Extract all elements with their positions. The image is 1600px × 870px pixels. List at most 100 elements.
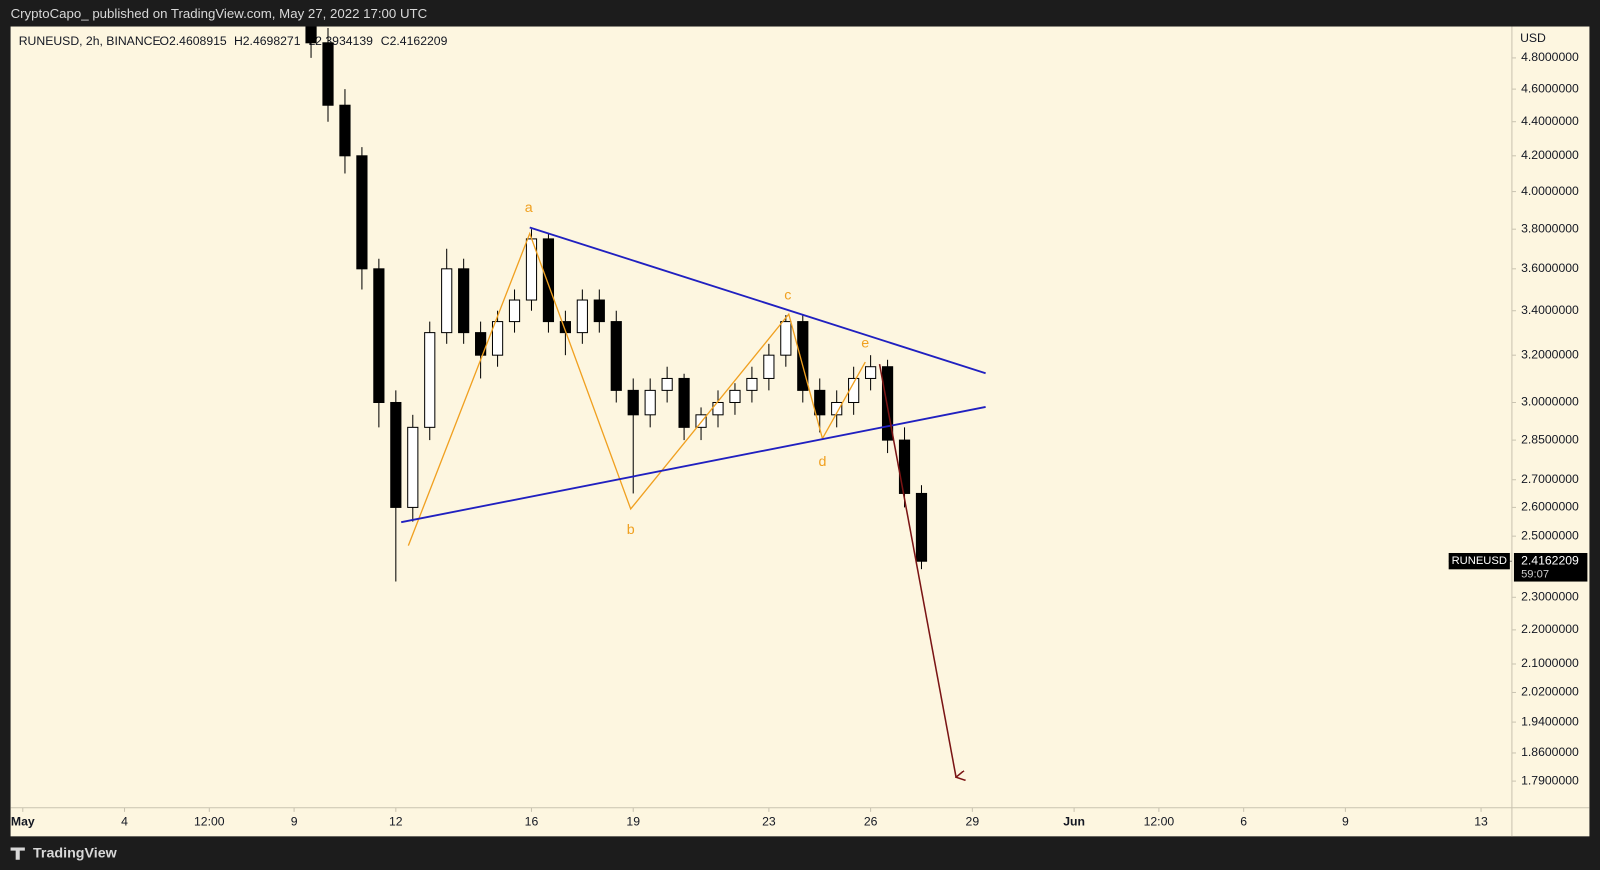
candle-body <box>458 268 470 334</box>
candle-body <box>542 238 555 323</box>
y-tick-label: 2.6000000 <box>1521 500 1579 514</box>
y-tick-label: 4.4000000 <box>1521 114 1579 128</box>
x-tick-label: 26 <box>864 814 878 828</box>
candle-body <box>339 104 351 157</box>
candle-body <box>678 377 690 428</box>
y-tick-label: 1.8600000 <box>1521 745 1579 759</box>
ohlc-low: L2.3934139 <box>308 34 373 48</box>
wave-label: b <box>627 522 635 538</box>
y-tick-label: 4.2000000 <box>1521 148 1579 162</box>
y-axis-label: USD <box>1520 31 1546 45</box>
candle-body <box>865 366 877 379</box>
candle-body <box>305 26 317 44</box>
upper-trendline <box>529 226 986 375</box>
candle-body <box>424 332 436 428</box>
x-tick-label: 12:00 <box>1144 814 1175 828</box>
wave-label: e <box>861 335 869 351</box>
y-tick-label: 3.4000000 <box>1521 303 1579 317</box>
header-text: CryptoCapo_ published on TradingView.com… <box>11 6 428 21</box>
y-tick-label: 3.0000000 <box>1521 395 1579 409</box>
candle-body <box>848 377 860 404</box>
ohlc-high: H2.4698271 <box>234 34 301 48</box>
ohlc-close: C2.4162209 <box>381 34 448 48</box>
candle-body <box>729 389 741 404</box>
candle-body <box>763 354 775 379</box>
x-tick-label: 6 <box>1240 814 1247 828</box>
candle-body <box>322 42 334 106</box>
candle-body <box>712 401 724 416</box>
candle-body <box>441 268 453 334</box>
candle-body <box>390 401 402 508</box>
x-tick-label: 23 <box>762 814 776 828</box>
x-tick-label: May <box>11 814 35 828</box>
x-tick-label: 12 <box>389 814 403 828</box>
y-tick-label: 4.6000000 <box>1521 81 1579 95</box>
y-tick-label: 2.7000000 <box>1521 472 1579 486</box>
brand-logo <box>10 847 25 860</box>
x-tick-label: 19 <box>626 814 640 828</box>
candle-body <box>508 299 521 323</box>
y-tick-label: 4.8000000 <box>1521 50 1579 64</box>
wave-label: d <box>818 454 826 470</box>
x-tick-label: 9 <box>1342 814 1349 828</box>
candle-body <box>491 321 504 356</box>
x-tick-label: 12:00 <box>194 814 225 828</box>
chart-background <box>10 26 1590 837</box>
candle-body <box>610 321 622 391</box>
candle-body <box>831 401 843 416</box>
y-tick-label: 3.2000000 <box>1521 347 1579 361</box>
candle-body <box>627 389 639 416</box>
ohlc-open: O2.4608915 <box>159 34 226 48</box>
x-tick-label: 16 <box>525 814 539 828</box>
y-tick-label: 3.8000000 <box>1521 221 1579 235</box>
x-tick-label: 29 <box>966 814 980 828</box>
candle-body <box>746 377 758 391</box>
x-tick-label: 13 <box>1474 814 1488 828</box>
wave-label: c <box>784 288 791 304</box>
symbol-tag <box>1448 552 1510 570</box>
y-tick-label: 2.0200000 <box>1521 685 1579 699</box>
y-tick-label: 1.9400000 <box>1521 714 1579 728</box>
y-tick-label: 1.7900000 <box>1521 773 1579 787</box>
candle-body <box>373 268 385 404</box>
symbol-line: RUNEUSD, 2h, BINANCE O2.4608915 H2.46982… <box>19 34 448 48</box>
candle-body <box>356 155 368 270</box>
y-tick-label: 3.6000000 <box>1521 261 1579 275</box>
y-tick-label: 2.2000000 <box>1521 622 1579 636</box>
y-tick-label: 2.3000000 <box>1521 590 1579 604</box>
x-tick-label: 9 <box>291 814 298 828</box>
projection-arrow <box>878 363 956 777</box>
drawings <box>401 226 986 777</box>
candle-body <box>661 377 673 391</box>
y-tick-label: 2.5000000 <box>1521 528 1579 542</box>
candle-body <box>644 389 656 416</box>
candle-body <box>898 439 911 494</box>
candle-body <box>814 389 826 416</box>
candle-body <box>593 299 605 323</box>
y-tick-label: 4.0000000 <box>1521 184 1579 198</box>
candle-body <box>407 426 419 508</box>
symbol-tag-label: RUNEUSD <box>1452 555 1507 567</box>
candle-body <box>695 414 707 428</box>
wave-zigzag <box>407 231 866 546</box>
x-tick-label: Jun <box>1063 814 1085 828</box>
price-tag <box>1513 552 1588 582</box>
footer-brand: TradingView <box>33 845 118 861</box>
candle-body <box>576 299 588 334</box>
candle-body <box>797 321 809 391</box>
wave-label: a <box>525 200 533 216</box>
candle-body <box>475 332 487 356</box>
candle-body <box>915 492 928 562</box>
axes: 4.8000000 4.6000000 4.4000000 4.2000000 4.00… <box>11 50 1588 828</box>
candle-body <box>780 321 792 356</box>
price-tag-value: 2.4162209 <box>1521 553 1579 567</box>
price-tag-countdown: 59:07 <box>1521 568 1549 580</box>
x-tick-label: 4 <box>121 814 128 828</box>
lower-trendline <box>401 406 986 524</box>
symbol: RUNEUSD, 2h, BINANCE <box>19 34 161 48</box>
plot <box>305 26 928 582</box>
y-tick-label: 2.1000000 <box>1521 656 1579 670</box>
y-tick-label: 2.8500000 <box>1521 432 1579 446</box>
